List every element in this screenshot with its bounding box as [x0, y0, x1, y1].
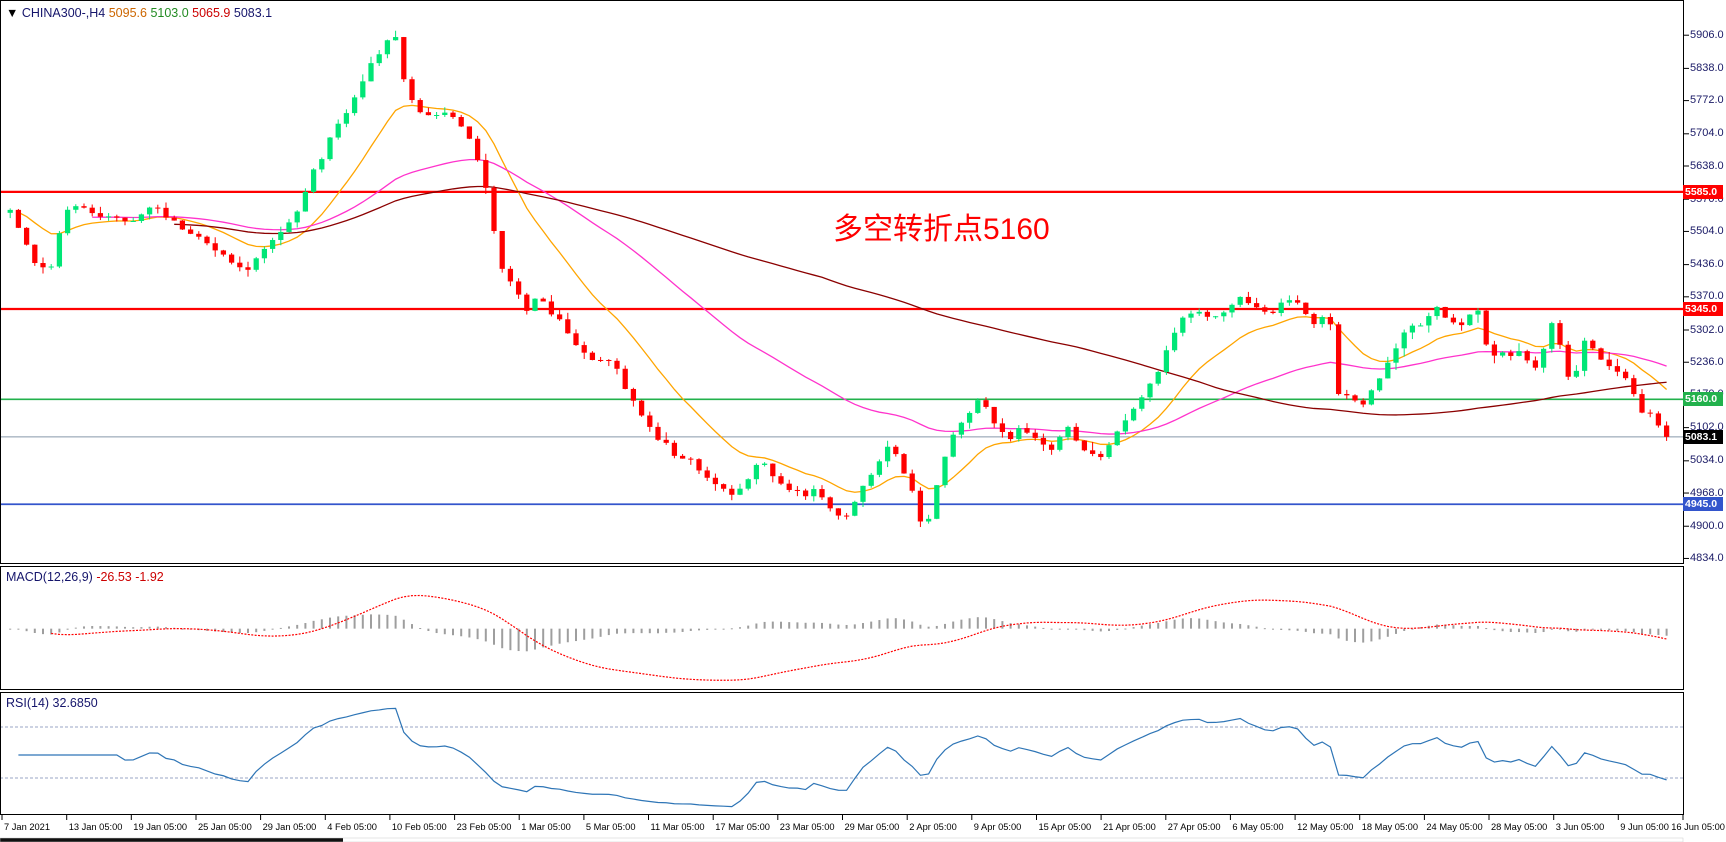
svg-text:多空转折点5160: 多空转折点5160 [833, 213, 1050, 246]
